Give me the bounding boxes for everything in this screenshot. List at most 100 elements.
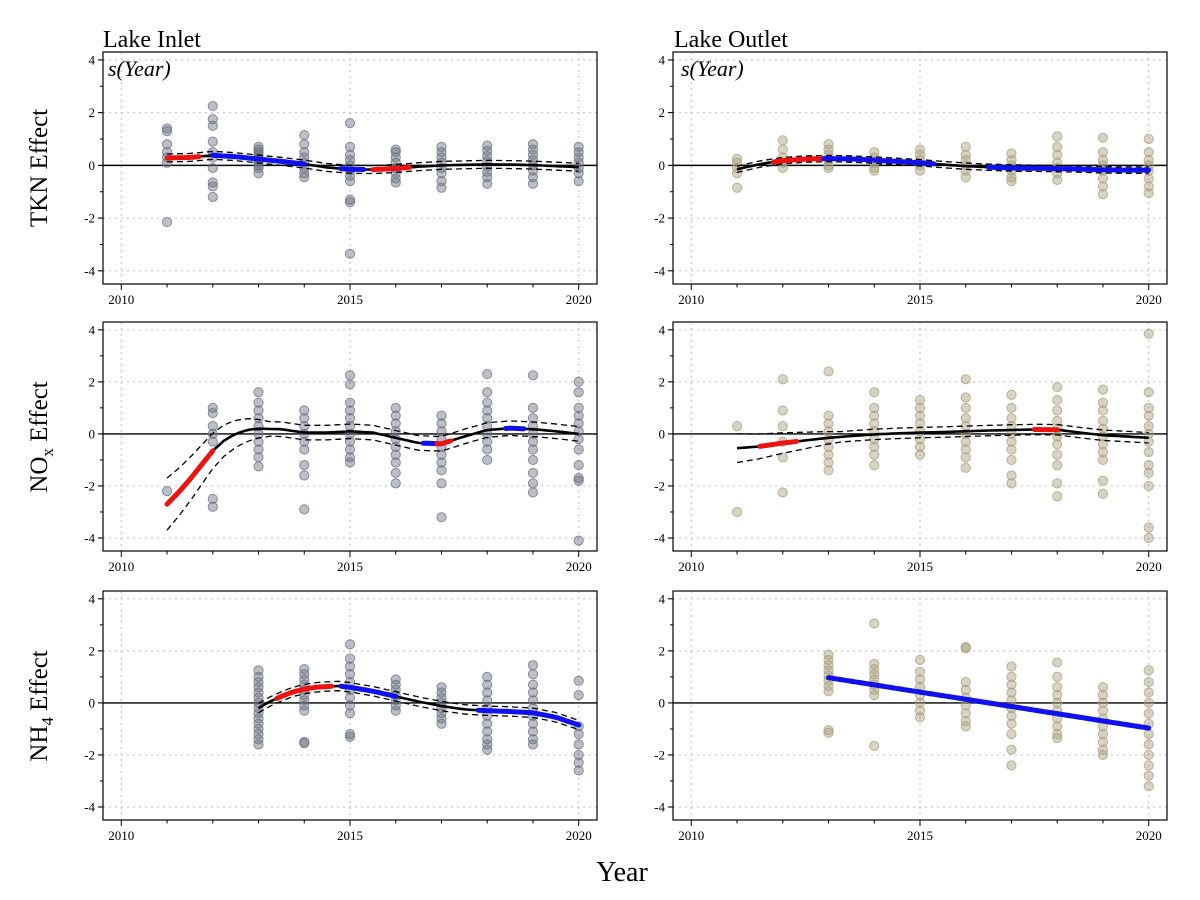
data-point — [482, 166, 493, 178]
data-point — [1143, 147, 1154, 158]
row-label-nox-base: NO — [26, 457, 53, 493]
data-point — [527, 718, 539, 729]
data-point — [207, 181, 218, 192]
data-point — [253, 397, 264, 408]
data-point — [914, 674, 926, 685]
trend-segment-decrease — [475, 707, 582, 728]
y-tick-label: -4 — [84, 530, 95, 545]
data-point — [960, 708, 971, 719]
data-point — [823, 162, 834, 174]
y-tick-label: 2 — [89, 105, 96, 120]
data-point — [1097, 189, 1109, 200]
row-label-nox-rest: Effect — [26, 381, 53, 448]
x-tick-label: 2020 — [566, 559, 592, 574]
data-point — [436, 512, 447, 523]
data-point — [482, 405, 493, 416]
data-point — [777, 487, 788, 498]
data-point — [253, 413, 264, 424]
data-point — [1052, 405, 1063, 416]
y-tick-label: 0 — [659, 695, 666, 710]
data-point — [299, 663, 310, 675]
data-point — [777, 162, 788, 174]
data-point — [1052, 478, 1063, 489]
data-point — [207, 162, 218, 174]
row-label-nh4: NH4 Effect — [26, 650, 57, 762]
trend-segment-decrease — [821, 155, 937, 167]
data-point — [299, 470, 310, 481]
data-point — [1006, 744, 1017, 755]
data-point — [823, 649, 834, 660]
data-point — [482, 679, 493, 690]
y-tick-label: 0 — [89, 695, 96, 710]
data-point — [914, 144, 926, 155]
data-point — [1097, 439, 1109, 450]
data-point — [253, 141, 264, 153]
trend-segment-decrease — [986, 164, 1152, 173]
data-point — [436, 410, 447, 421]
data-point — [482, 687, 493, 698]
data-point — [823, 686, 834, 697]
data-point — [253, 452, 264, 463]
data-point — [1052, 149, 1063, 160]
data-point — [436, 465, 447, 476]
data-point — [299, 413, 310, 424]
data-point — [731, 168, 743, 179]
data-point — [527, 726, 539, 737]
data-point — [253, 682, 264, 693]
row-label-nox-sub: x — [38, 448, 57, 457]
data-point — [527, 402, 539, 413]
data-point — [527, 467, 539, 479]
data-point — [436, 147, 447, 158]
data-point — [1006, 444, 1017, 455]
data-point — [960, 444, 971, 455]
data-point — [344, 452, 356, 463]
data-point — [914, 410, 926, 421]
data-point — [344, 653, 356, 664]
data-point — [573, 460, 584, 471]
data-point — [161, 125, 173, 137]
data-point — [960, 413, 971, 424]
data-point — [573, 475, 584, 486]
data-point — [731, 420, 743, 432]
data-point — [960, 684, 971, 695]
data-point — [253, 734, 264, 745]
data-point — [299, 669, 310, 680]
y-tick-label: 2 — [659, 105, 666, 120]
data-point — [436, 426, 447, 437]
data-point — [573, 535, 584, 546]
data-point — [1143, 781, 1154, 792]
data-point — [253, 713, 264, 724]
x-tick-label: 2020 — [1136, 559, 1162, 574]
data-point — [207, 177, 218, 188]
data-point — [436, 418, 447, 429]
y-tick-label: -4 — [654, 530, 665, 545]
data-point — [527, 139, 539, 150]
y-tick-label: 4 — [659, 322, 666, 337]
data-point — [1006, 176, 1017, 187]
data-point — [1006, 729, 1017, 740]
data-point — [823, 665, 834, 676]
data-point — [1143, 410, 1154, 421]
data-point — [1143, 133, 1154, 145]
data-point — [390, 457, 401, 468]
data-point — [1143, 447, 1154, 458]
y-tick-label: -2 — [84, 747, 95, 762]
data-point — [573, 402, 584, 413]
data-point — [482, 387, 493, 398]
data-point — [436, 713, 447, 724]
x-tick-label: 2015 — [337, 559, 363, 574]
x-tick-label: 2010 — [108, 559, 134, 574]
data-point — [390, 449, 401, 460]
data-point — [914, 654, 926, 666]
data-point — [573, 376, 584, 387]
data-point — [482, 140, 493, 151]
data-point — [960, 141, 971, 153]
data-point — [299, 738, 310, 749]
y-tick-label: -4 — [654, 799, 665, 814]
data-point — [1097, 384, 1109, 395]
data-point — [1052, 394, 1063, 406]
trend-segment-increase — [164, 448, 216, 507]
data-point — [1143, 460, 1154, 471]
data-point — [573, 739, 584, 750]
data-point — [869, 663, 880, 675]
